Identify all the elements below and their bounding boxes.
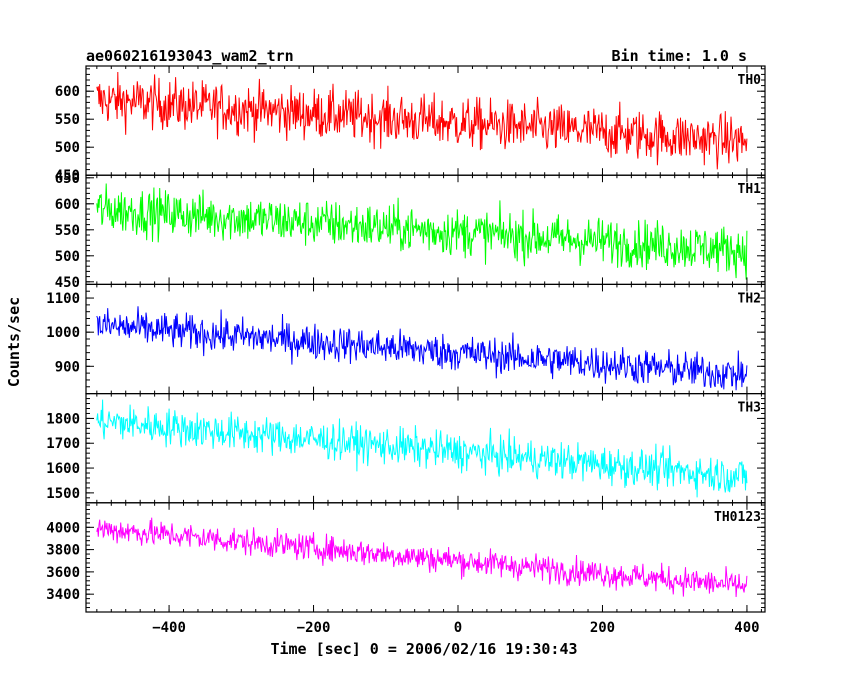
panel-frame (85, 502, 766, 613)
bin-time-label: Bin time: 1.0 s (612, 47, 747, 65)
y-tick-label: 500 (55, 140, 80, 156)
y-tick-label: 550 (55, 223, 80, 239)
y-tick-label: 450 (55, 275, 80, 291)
x-tick-label: 0 (454, 620, 462, 636)
y-tick-label: 500 (55, 249, 80, 265)
y-tick-label: 600 (55, 84, 80, 100)
panel-label-th0: TH0 (738, 73, 762, 88)
y-tick-label: 3600 (46, 565, 80, 581)
series-line-th1 (96, 183, 748, 280)
x-tick-label: 200 (590, 620, 615, 636)
series-line-th0123 (96, 517, 748, 598)
series-line-th2 (96, 306, 748, 391)
panel-label-th3: TH3 (738, 401, 761, 416)
y-tick-label: 3800 (46, 543, 80, 559)
y-tick-label: 1500 (46, 486, 80, 502)
y-axis-label: Counts/sec (5, 297, 23, 387)
y-tick-label: 600 (55, 197, 80, 213)
x-tick-label: −400 (152, 620, 186, 636)
x-tick-label: −200 (297, 620, 331, 636)
panel-label-th2: TH2 (738, 291, 761, 306)
x-axis-label: Time [sec] 0 = 2006/02/16 19:30:43 (270, 640, 577, 658)
series-line-th0 (96, 71, 748, 170)
panel-label-th1: TH1 (738, 182, 762, 197)
panels-group: 450 500 550 600 TH0 450 500 550 600 650 TH1 900 1000… (46, 65, 766, 636)
y-tick-label: 450 (55, 168, 80, 184)
y-tick-label: 550 (55, 112, 80, 128)
y-tick-label: 1800 (46, 411, 80, 427)
y-tick-label: 3400 (46, 587, 80, 603)
y-tick-label: 650 (55, 171, 80, 187)
y-tick-label: 1700 (46, 436, 80, 452)
panel-label-th0123: TH0123 (714, 510, 761, 525)
x-tick-label: 400 (734, 620, 759, 636)
series-line-th3 (96, 399, 748, 498)
y-tick-label: 900 (55, 359, 80, 375)
panel-frame (85, 283, 766, 395)
y-tick-label: 4000 (46, 520, 80, 536)
y-tick-label: 1600 (46, 461, 80, 477)
y-tick-label: 1000 (46, 325, 80, 341)
y-tick-label: 1100 (46, 291, 80, 307)
chart-title: ae060216193043_wam2_trn (86, 47, 294, 65)
